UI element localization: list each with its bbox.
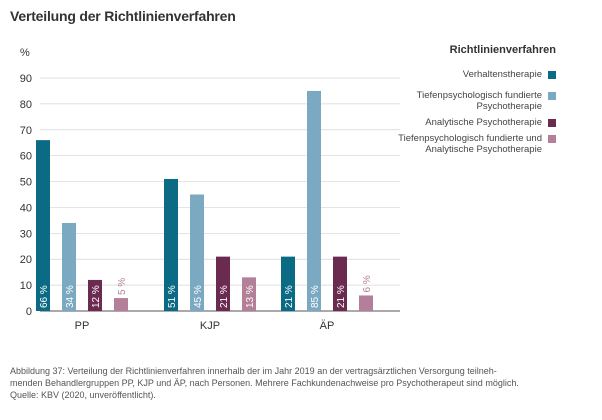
bar bbox=[216, 256, 230, 311]
bar bbox=[307, 90, 321, 311]
bar bbox=[333, 256, 347, 311]
data-label: 85 % bbox=[310, 285, 321, 308]
y-tick-label: 40 bbox=[20, 202, 32, 214]
data-label: 21 % bbox=[219, 285, 230, 308]
bar bbox=[359, 295, 373, 311]
x-tick-label: ÄP bbox=[320, 320, 335, 332]
legend-swatch bbox=[548, 92, 556, 100]
legend-label: Tiefenpsychologisch fundierte und Analyt… bbox=[398, 133, 542, 155]
caption-line-3: Quelle: KBV (2020, unveröffentlicht). bbox=[10, 390, 156, 400]
bar-chart: % 0 10 20 30 40 50 60 70 80 90 66 % 34 % 12 % 5 % PP 51 … bbox=[20, 47, 400, 332]
y-tick-label: 20 bbox=[20, 254, 32, 266]
data-label: 66 % bbox=[39, 285, 50, 308]
bar bbox=[190, 194, 204, 311]
legend-label: Verhaltenstherapie bbox=[462, 69, 542, 80]
legend-item: Tiefenpsychologisch fundierte Psychother… bbox=[380, 90, 556, 112]
data-label: 6 % bbox=[362, 275, 373, 292]
data-label: 12 % bbox=[91, 285, 102, 308]
y-axis-unit-label: % bbox=[20, 47, 30, 59]
bar bbox=[242, 277, 256, 311]
y-tick-label: 10 bbox=[20, 280, 32, 292]
legend-item: Tiefenpsychologisch fundierte und Analyt… bbox=[380, 133, 556, 155]
legend-swatch bbox=[548, 71, 556, 79]
bar bbox=[164, 178, 178, 311]
legend-swatch bbox=[548, 135, 556, 143]
legend-item: Analytische Psychotherapie bbox=[380, 117, 556, 128]
y-tick-label: 70 bbox=[20, 125, 32, 137]
x-tick-label: PP bbox=[75, 320, 90, 332]
bar bbox=[281, 256, 295, 311]
data-label: 21 % bbox=[284, 285, 295, 308]
figure-caption: Abbildung 37: Verteilung der Richtlinien… bbox=[10, 365, 580, 401]
data-label: 45 % bbox=[193, 285, 204, 308]
data-label: 34 % bbox=[65, 285, 76, 308]
legend-item: Verhaltenstherapie bbox=[380, 69, 556, 80]
data-label: 5 % bbox=[117, 278, 128, 295]
bar bbox=[114, 298, 128, 311]
legend-swatch bbox=[548, 119, 556, 127]
y-tick-label: 50 bbox=[20, 177, 32, 189]
legend-label: Analytische Psychotherapie bbox=[425, 117, 542, 128]
legend-title: Richtlinienverfahren bbox=[449, 44, 556, 56]
y-tick-label: 60 bbox=[20, 151, 32, 163]
y-tick-label: 80 bbox=[20, 99, 32, 111]
bar bbox=[36, 140, 50, 311]
y-tick-label: 90 bbox=[20, 73, 32, 85]
bar bbox=[62, 222, 76, 311]
data-label: 51 % bbox=[167, 285, 178, 308]
y-tick-label: 30 bbox=[20, 228, 32, 240]
caption-line-2: menden Behandlergruppen PP, KJP und ÄP, … bbox=[10, 378, 519, 388]
data-label: 13 % bbox=[245, 285, 256, 308]
chart-title: Verteilung der Richtlinienverfahren bbox=[10, 8, 236, 24]
caption-line-1: Abbildung 37: Verteilung der Richtlinien… bbox=[10, 366, 497, 376]
y-tick-label: 0 bbox=[26, 306, 32, 318]
data-label: 21 % bbox=[336, 285, 347, 308]
bar bbox=[88, 279, 102, 311]
x-tick-label: KJP bbox=[200, 320, 220, 332]
legend-label: Tiefenpsychologisch fundierte Psychother… bbox=[416, 90, 542, 112]
